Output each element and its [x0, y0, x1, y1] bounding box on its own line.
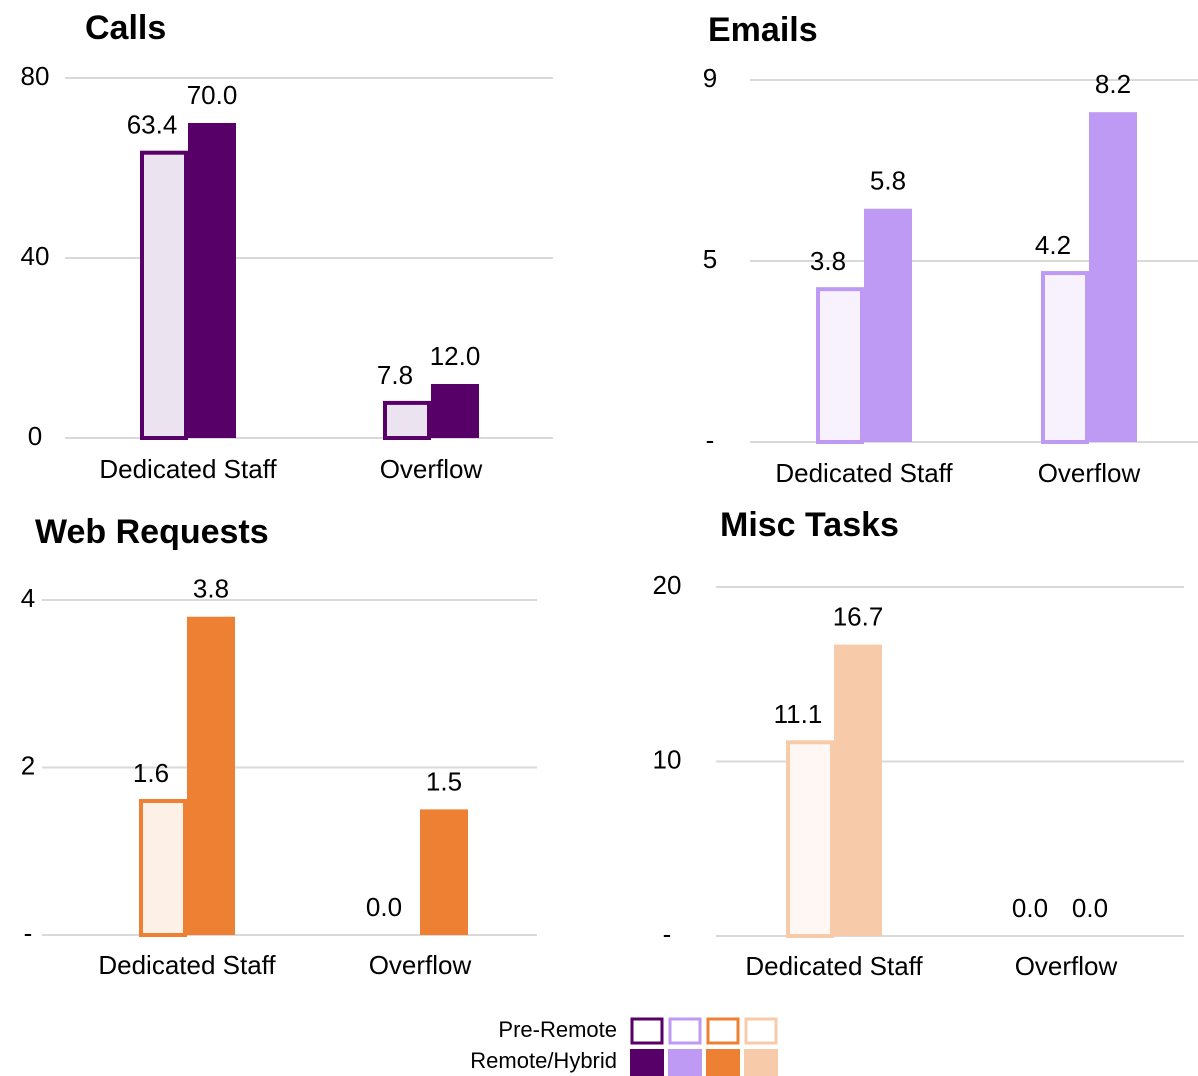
chart-title: Emails	[708, 11, 818, 49]
y-tick-label: 0	[28, 421, 42, 451]
y-tick-label: 9	[703, 63, 717, 93]
x-tick-label: Dedicated Staff	[98, 950, 276, 980]
legend-label: Remote/Hybrid	[470, 1048, 617, 1073]
bar	[1089, 112, 1137, 442]
value-label: 5.8	[870, 166, 906, 196]
y-tick-label: -	[663, 919, 672, 949]
legend-swatch	[668, 1017, 702, 1045]
x-tick-label: Dedicated Staff	[99, 454, 277, 484]
y-tick-label: 40	[21, 241, 50, 271]
legend-label: Pre-Remote	[498, 1017, 617, 1042]
x-tick-label: Overflow	[369, 950, 472, 980]
value-label: 7.8	[377, 360, 413, 390]
legend-swatch	[706, 1017, 740, 1045]
value-label: 4.2	[1035, 230, 1071, 260]
bar	[1041, 271, 1089, 445]
bar	[187, 616, 235, 935]
value-label: 70.0	[187, 80, 238, 110]
y-tick-label: 5	[703, 244, 717, 274]
y-tick-label: 80	[21, 61, 50, 91]
bar	[383, 400, 431, 440]
value-label: 12.0	[430, 341, 481, 371]
x-tick-label: Dedicated Staff	[745, 951, 923, 981]
value-label: 1.5	[426, 766, 462, 796]
x-tick-label: Overflow	[1038, 458, 1141, 488]
y-tick-label: -	[24, 918, 33, 948]
bar	[188, 123, 236, 438]
bar	[420, 809, 468, 935]
bar	[786, 740, 834, 938]
y-tick-label: 10	[653, 744, 682, 774]
value-label: 16.7	[833, 601, 884, 631]
chart-title: Calls	[85, 9, 166, 47]
value-label: 1.6	[133, 758, 169, 788]
value-label: 0.0	[366, 892, 402, 922]
x-tick-label: Dedicated Staff	[775, 458, 953, 488]
bar	[139, 799, 187, 937]
chart-title: Misc Tasks	[720, 506, 899, 544]
x-tick-label: Overflow	[1015, 951, 1118, 981]
y-tick-label: 20	[653, 570, 682, 600]
value-label: 3.8	[193, 574, 229, 604]
legend-swatch	[630, 1049, 664, 1076]
y-tick-label: 4	[21, 583, 35, 613]
value-label: 8.2	[1095, 69, 1131, 99]
x-tick-label: Overflow	[380, 454, 483, 484]
legend-swatch	[706, 1049, 740, 1076]
y-tick-label: 2	[21, 750, 35, 780]
value-label: 3.8	[810, 246, 846, 276]
value-label: 0.0	[1072, 893, 1108, 923]
bar	[816, 287, 864, 444]
bar	[864, 208, 912, 442]
value-label: 0.0	[1012, 893, 1048, 923]
value-label: 63.4	[127, 110, 178, 140]
legend-swatch	[630, 1017, 664, 1045]
chart-title: Web Requests	[35, 513, 269, 551]
legend-swatch	[744, 1049, 778, 1076]
legend-swatch	[668, 1049, 702, 1076]
y-tick-label: -	[706, 425, 715, 455]
value-label: 11.1	[774, 699, 823, 729]
legend-swatch	[744, 1017, 778, 1045]
bar	[140, 150, 188, 440]
bar	[834, 644, 882, 936]
bar	[431, 384, 479, 438]
